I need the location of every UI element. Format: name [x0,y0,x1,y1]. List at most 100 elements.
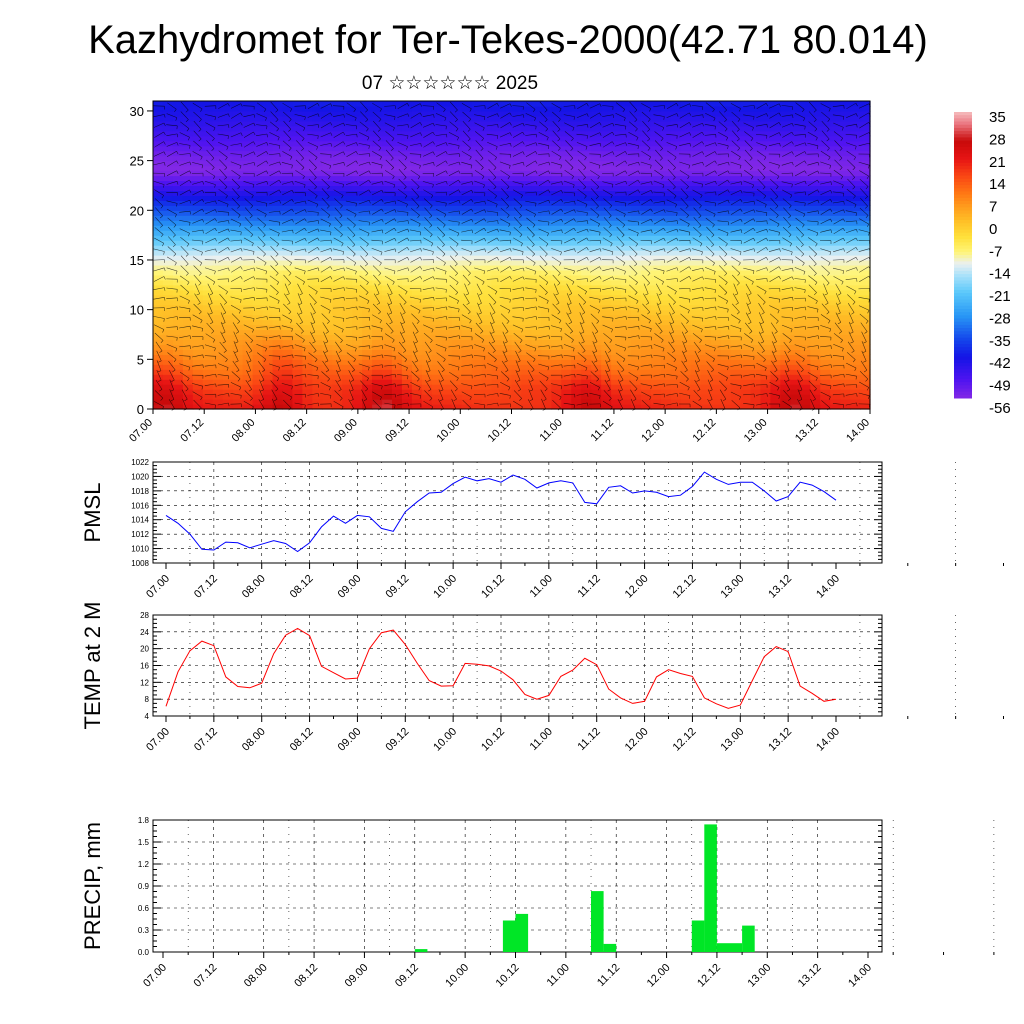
heatmap-cell [212,349,224,355]
heatmap-cell [670,399,682,405]
heatmap-cell [690,255,702,261]
heatmap-cell [471,240,483,246]
heatmap-cell [820,384,831,390]
heatmap-cell [451,384,463,390]
heatmap-cell [561,165,572,172]
heatmap-cell [202,125,214,132]
heatmap-cell [491,150,503,157]
heatmap-cell [153,250,164,256]
heatmap-cell [621,334,632,341]
heatmap-cell [471,135,483,142]
heatmap-cell [172,105,184,112]
wind-barb [204,355,216,357]
heatmap-cell [421,185,433,192]
heatmap-cell [392,374,403,380]
heatmap-cell [401,190,413,196]
heatmap-cell [282,314,294,321]
heatmap-cell [710,319,722,326]
heatmap-cell [292,140,303,147]
heatmap-cell [720,195,732,201]
heatmap-cell [770,190,781,196]
wind-barb-flag [160,215,163,219]
heatmap-cell [770,364,781,370]
heatmap-cell [581,319,592,326]
wind-barb-flag [157,370,162,373]
heatmap-cell [242,165,254,172]
wind-barb [205,275,216,283]
heatmap-cell [332,319,343,326]
heatmap-cell [153,339,164,346]
wind-barb [231,371,241,380]
heatmap-cell [292,185,303,192]
heatmap-cell [441,120,453,127]
heatmap-cell [312,389,323,395]
heatmap-cell [640,404,652,410]
heatmap-cell [172,329,184,336]
heatmap-cell [860,369,871,375]
heatmap-cell [561,140,572,147]
heatmap-cell [302,279,313,286]
heatmap-cell [670,185,682,192]
heatmap-cell [541,190,552,196]
heatmap-cell [182,115,194,122]
heatmap-cell [850,299,861,306]
heatmap-cell [272,259,284,266]
heatmap-cell [700,155,712,162]
wind-barb [192,314,203,321]
heatmap-cell [153,235,164,241]
heatmap-cell [521,314,533,321]
heatmap-cell [242,374,254,380]
heatmap-cell [362,264,373,271]
heatmap-cell [650,334,662,341]
heatmap-cell [770,334,781,341]
heatmap-cell [212,125,224,132]
heatmap-cell [342,334,353,341]
heatmap-cell [700,225,712,231]
heatmap-cell [222,354,234,360]
heatmap-cell [561,284,572,291]
heatmap-cell [521,289,533,296]
heatmap-cell [252,354,264,360]
heatmap-cell [262,369,274,375]
heatmap-cell [591,230,602,236]
heatmap-cell [780,185,791,192]
heatmap-cell [382,309,393,316]
heatmap-cell [680,394,692,400]
heatmap-cell [202,245,214,251]
heatmap-cell [451,185,463,192]
heatmap-cell [212,344,224,350]
heatmap-cell [431,299,443,306]
heatmap-cell [212,384,224,390]
heatmap-cell [700,165,712,172]
wind-barb-flag [252,184,255,188]
heatmap-cell [262,165,274,172]
heatmap-cell [242,279,254,286]
heatmap-cell [481,374,493,380]
heatmap-cell [471,205,483,211]
heatmap-cell [720,354,732,360]
heatmap-cell [581,329,592,336]
heatmap-cell [332,389,343,395]
heatmap-cell [202,294,214,301]
heatmap-cell [441,200,453,206]
heatmap-cell [780,364,791,370]
heatmap-cell [182,230,194,236]
heatmap-cell [192,284,204,291]
heatmap-cell [202,135,214,142]
heatmap-cell [431,319,443,326]
heatmap-cell [581,140,592,147]
heatmap-cell [710,349,722,355]
heatmap-cell [302,259,313,266]
heatmap-cell [750,324,762,331]
heatmap-cell [182,264,194,271]
heatmap-cell [611,120,622,127]
heatmap-cell [631,155,642,162]
heatmap-cell [382,185,393,192]
heatmap-cell [551,269,562,276]
wind-barbs [153,101,871,411]
heatmap-cell [162,394,174,400]
heatmap-cell [740,255,752,261]
wind-barb [205,209,216,215]
heatmap-cell [342,309,353,316]
heatmap-cell [840,324,851,331]
